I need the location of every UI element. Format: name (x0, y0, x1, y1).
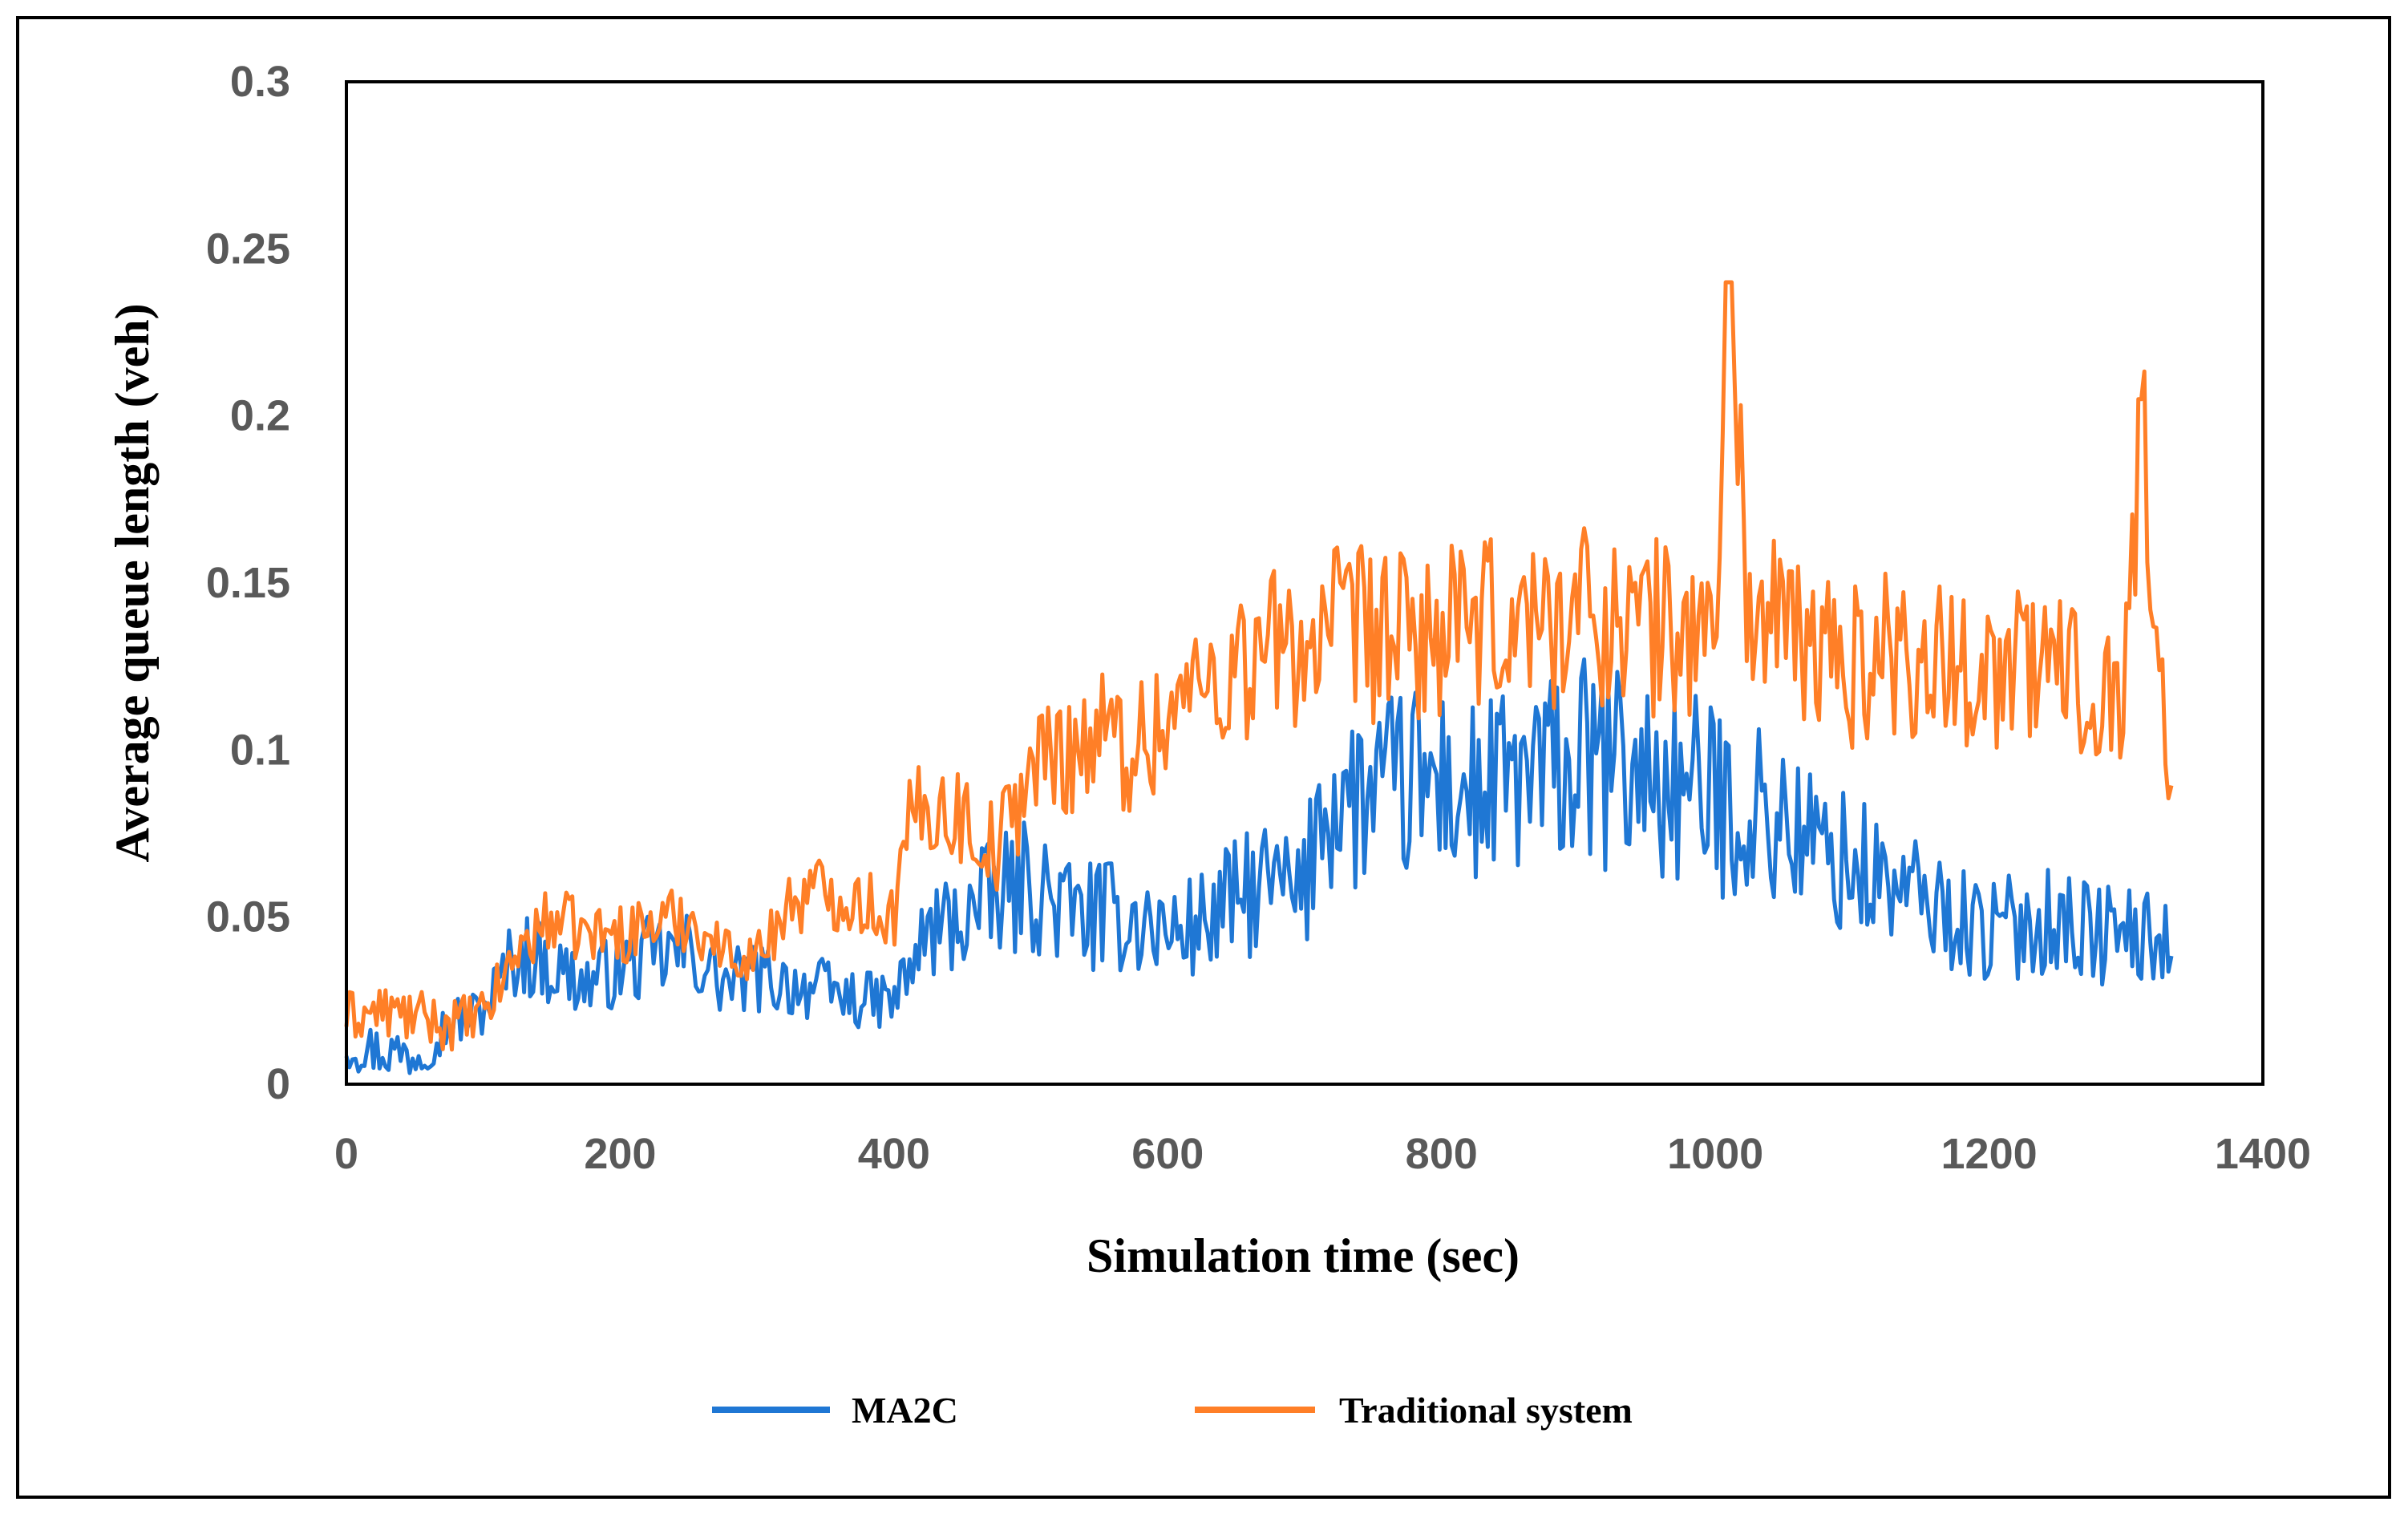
series-layer (344, 280, 2174, 1075)
x-tick-label: 600 (1131, 1130, 1204, 1178)
y-tick-label: 0.05 (206, 893, 290, 941)
x-tick-label: 1000 (1667, 1130, 1763, 1178)
legend-label: Traditional system (1339, 1390, 1633, 1431)
x-tick-label: 800 (1406, 1130, 1478, 1178)
y-tick-label: 0.1 (230, 726, 290, 774)
x-tick-label: 1200 (1941, 1130, 2038, 1178)
x-tick-labels: 0 200 400 600 800 1000 1200 1400 (334, 1130, 2311, 1178)
y-tick-label: 0.2 (230, 392, 290, 440)
y-tick-label: 0.3 (230, 58, 290, 106)
x-tick-label: 0 (334, 1130, 358, 1178)
y-tick-labels: 0 0.05 0.1 0.15 0.2 0.25 0.3 (206, 58, 290, 1108)
y-tick-label: 0.25 (206, 225, 290, 273)
legend: MA2C Traditional system (712, 1390, 1633, 1431)
x-tick-label: 1400 (2215, 1130, 2311, 1178)
plot-area-border (345, 80, 2264, 1086)
x-axis-title: Simulation time (sec) (1087, 1229, 1520, 1282)
figure-border (16, 16, 2391, 1499)
y-tick-label: 0.15 (206, 559, 290, 607)
series-line-traditional-system (344, 280, 2174, 1052)
x-tick-label: 400 (858, 1130, 930, 1178)
x-tick-label: 200 (584, 1130, 656, 1178)
y-axis-title: Average queue length (veh) (106, 303, 159, 862)
y-tick-label: 0 (266, 1060, 290, 1108)
legend-label: MA2C (852, 1390, 958, 1431)
